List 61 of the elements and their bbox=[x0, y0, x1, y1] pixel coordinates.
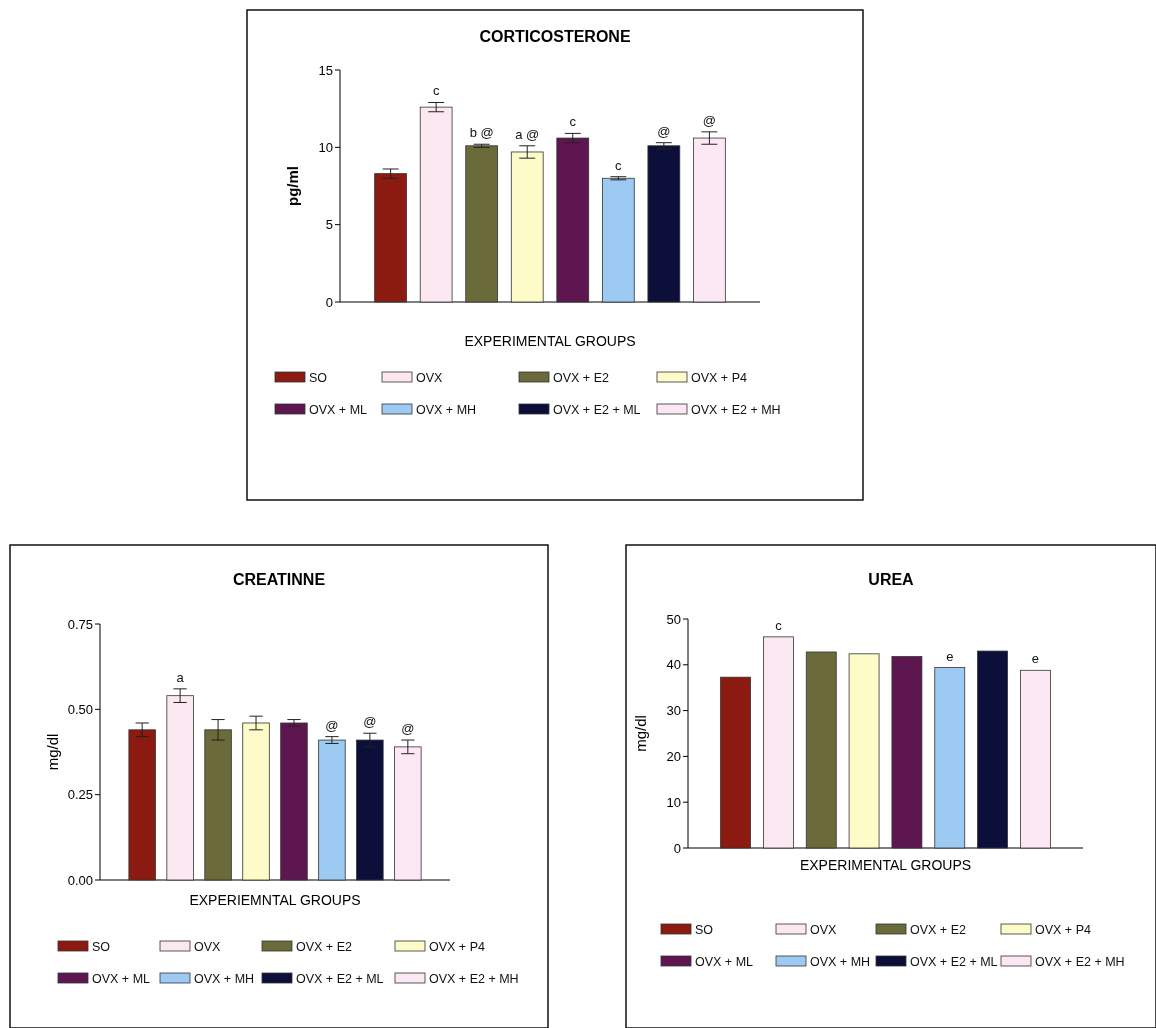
data-label: @ bbox=[702, 112, 716, 128]
legend-label: OVX + E2 + MH bbox=[429, 972, 519, 986]
legend-label: SO bbox=[309, 371, 328, 385]
data-label: a @ bbox=[515, 126, 540, 142]
y-tick-label: 50 bbox=[666, 611, 681, 627]
legend-label: OVX + E2 + ML bbox=[910, 955, 998, 969]
data-label: a bbox=[176, 669, 185, 685]
legend-label: OVX + E2 + ML bbox=[296, 972, 384, 986]
legend-label: OVX + MH bbox=[810, 955, 871, 969]
data-label: @ bbox=[363, 714, 377, 730]
y-tick-label: 0.00 bbox=[67, 872, 93, 888]
data-label: c bbox=[775, 617, 783, 633]
data-label: c bbox=[432, 83, 440, 99]
y-tick-label: 10 bbox=[318, 139, 333, 155]
legend-label: OVX + MH bbox=[194, 972, 255, 986]
y-axis-title: mg/dl bbox=[44, 733, 61, 771]
legend-label: OVX + ML bbox=[309, 403, 368, 417]
legend-label: SO bbox=[695, 923, 714, 937]
legend-label: OVX + P4 bbox=[1035, 923, 1091, 937]
data-label: e bbox=[946, 648, 954, 664]
y-tick-label: 0.25 bbox=[67, 787, 93, 803]
legend-label: OVX + E2 + MH bbox=[1035, 955, 1125, 969]
legend-label: SO bbox=[92, 940, 111, 954]
legend-label: OVX + P4 bbox=[429, 940, 485, 954]
data-label: @ bbox=[657, 123, 671, 139]
y-tick-label: 30 bbox=[666, 703, 681, 719]
legend-label: OVX bbox=[416, 371, 444, 385]
y-axis-title: mg/dl bbox=[632, 715, 649, 752]
x-axis-title: EXPERIMENTAL GROUPS bbox=[464, 333, 636, 349]
y-tick-label: 0 bbox=[325, 294, 333, 310]
data-label: c bbox=[569, 114, 577, 130]
chart-title: CORTICOSTERONE bbox=[479, 28, 631, 45]
chart-title: CREATINNE bbox=[232, 571, 326, 588]
legend-label: OVX + ML bbox=[92, 972, 151, 986]
x-axis-title: EXPERIMENTAL GROUPS bbox=[799, 857, 972, 873]
y-tick-label: 0.50 bbox=[67, 701, 93, 717]
legend-label: OVX bbox=[810, 923, 838, 937]
y-axis-title: pg/ml bbox=[284, 166, 301, 206]
legend-label: OVX + P4 bbox=[691, 371, 747, 385]
y-tick-label: 40 bbox=[666, 657, 681, 673]
data-label: b @ bbox=[469, 125, 494, 141]
data-label: @ bbox=[401, 721, 415, 737]
legend-label: OVX + E2 + MH bbox=[691, 403, 781, 417]
legend-label: OVX + E2 bbox=[296, 940, 352, 954]
y-tick-label: 0.75 bbox=[67, 616, 93, 632]
legend-label: OVX + E2 + ML bbox=[553, 403, 641, 417]
legend-label: OVX bbox=[194, 940, 222, 954]
y-tick-label: 0 bbox=[673, 840, 681, 856]
chart-title: UREA bbox=[868, 571, 915, 588]
legend-label: OVX + E2 bbox=[553, 371, 609, 385]
y-tick-label: 15 bbox=[318, 62, 333, 78]
legend-label: OVX + E2 bbox=[910, 923, 966, 937]
data-label: c bbox=[615, 157, 623, 173]
x-axis-title: EXPERIEMNTAL GROUPS bbox=[189, 892, 361, 908]
legend-label: OVX + ML bbox=[695, 955, 754, 969]
legend-label: OVX + MH bbox=[416, 403, 477, 417]
data-label: e bbox=[1031, 651, 1040, 667]
y-tick-label: 5 bbox=[325, 217, 333, 233]
y-tick-label: 20 bbox=[666, 748, 681, 764]
y-tick-label: 10 bbox=[666, 794, 681, 810]
data-label: @ bbox=[325, 717, 339, 733]
